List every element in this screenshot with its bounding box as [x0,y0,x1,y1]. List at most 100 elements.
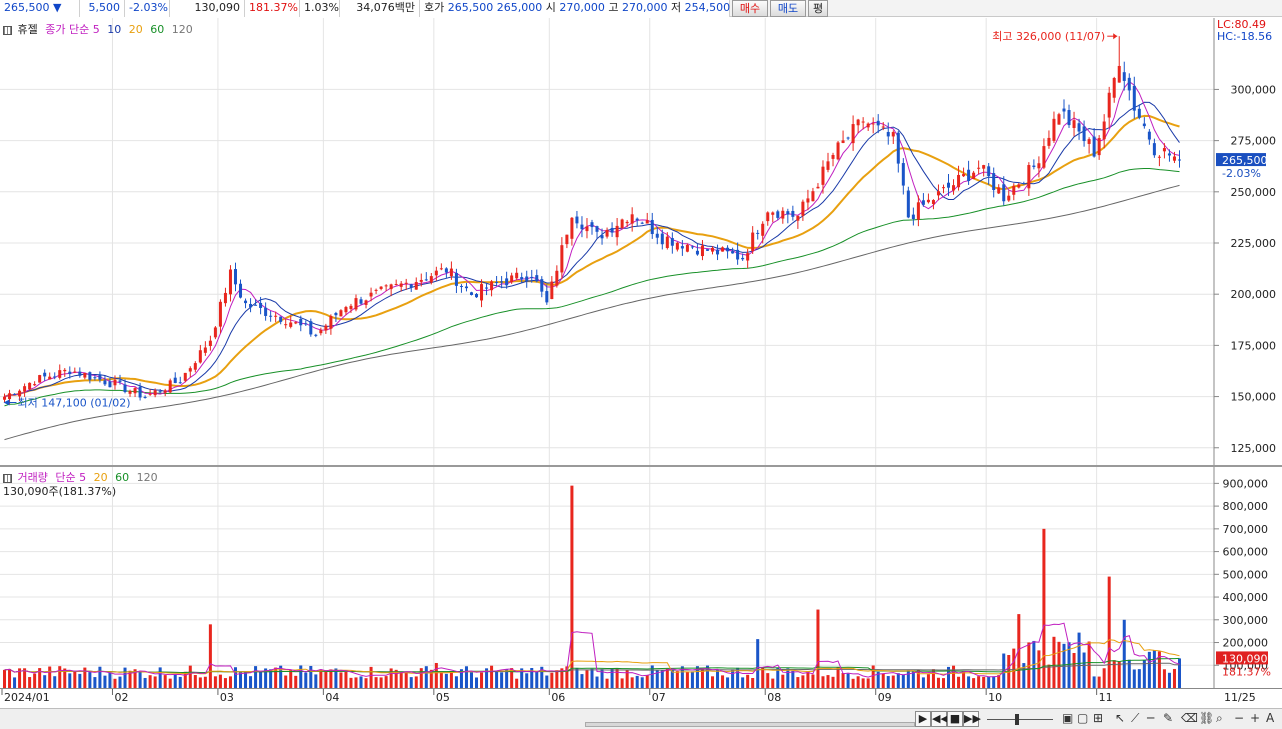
volume-bar [630,677,634,688]
candle-body [198,350,202,363]
hline-icon[interactable]: ─ [1147,711,1155,725]
volume-bar [595,676,599,688]
candle-body [987,166,991,177]
zoom-in-icon[interactable]: + [1250,711,1261,725]
menu-grid-icon[interactable] [3,473,12,483]
volume-bar [801,675,805,688]
volume-bar [63,668,67,688]
current-price-tag: 265,500 [1222,154,1268,167]
volume-bar [1012,648,1016,688]
pencil-icon[interactable]: ✎ [1163,711,1174,725]
candle-body [3,396,7,400]
candle-body [1152,143,1156,156]
volume-bar [78,673,82,688]
candle-body [464,286,468,289]
window-icon[interactable]: ▢ [1077,711,1089,725]
link-icon[interactable]: ⛓ [1199,711,1215,725]
average-button[interactable]: 평 [808,0,828,17]
candle-body [344,307,348,313]
candle-body [319,330,323,334]
layout-icon[interactable]: ▣ [1062,711,1074,725]
eraser-icon[interactable]: ⌫ [1181,711,1198,725]
play-icon[interactable]: ▶ [915,711,931,727]
volume-bar [1162,669,1166,688]
volume-bar [921,677,925,688]
scrollbar-track[interactable] [585,722,915,727]
candle-body [409,284,413,288]
volume-bar [1042,528,1046,688]
volume-bar [1127,659,1131,688]
volume-bar [444,673,448,688]
zoom-slider[interactable] [985,711,1055,727]
volume-bar [826,675,830,688]
volume-bar [660,670,664,688]
candle-body [620,219,624,229]
volume-pane[interactable]: 900,000 800,000 700,000 600,000 500,000 400,0… [0,467,1282,688]
candle-body [731,251,735,254]
volume-bar [776,667,780,688]
volume-bar [726,677,730,688]
candle-body [957,174,961,188]
candle-body [1132,85,1136,111]
volume-label: 거래량 [17,471,48,484]
volume-bar [891,675,895,688]
volume-bar [836,667,840,688]
volume-bar [585,670,589,688]
fast-forward-icon[interactable]: ▶▶ [963,711,981,727]
candle-body [615,225,619,238]
volume-bar [896,673,900,688]
vma5-line [4,622,1180,678]
rewind-icon[interactable]: ◀◀ [931,711,949,727]
volume-bar [1167,672,1171,688]
candle-body [384,285,388,287]
candle-body [359,299,363,304]
menu-grid-icon[interactable] [3,25,12,35]
candle-body [223,292,227,304]
candle-body [274,315,278,317]
volume-bar [208,624,212,688]
y-tick-label: 800,000 [1223,500,1269,513]
candle-body [193,363,197,370]
candle-body [610,227,614,233]
crosshair-icon[interactable]: ⊞ [1093,711,1104,725]
text-icon[interactable]: A [1266,711,1275,725]
stop-icon[interactable]: ■ [947,711,963,727]
volume-bar [259,670,263,688]
volume-bar [972,678,976,688]
buy-button[interactable]: 매수 [732,0,768,17]
candle-body [133,388,137,394]
volume-bar [133,669,137,688]
volume-bar [530,667,534,688]
candle-body [520,277,524,280]
volume-bar [128,670,132,688]
trendline-icon[interactable]: ⟋ [1131,711,1140,725]
sell-button[interactable]: 매도 [770,0,806,17]
cursor-icon[interactable]: ↖ [1115,711,1126,725]
volume-bar [1157,651,1161,688]
candle-body [721,247,725,252]
volume-bar [1092,676,1096,688]
zoom-out-icon[interactable]: − [1234,711,1245,725]
price-pane[interactable]: 300,000 275,000 250,000 225,000 200,000 175,0… [0,18,1282,465]
price-chart[interactable]: 300,000 275,000 250,000 225,000 200,000 175,0… [0,18,1282,465]
ma60-line [4,168,1180,407]
volume-bar [761,667,765,688]
volume-bar [615,668,619,688]
volume-bar [846,673,850,688]
volume-bar [28,677,32,688]
volume-bar [469,672,473,688]
volume-bar [314,674,318,688]
candle-body [515,272,519,279]
volume-bar [510,668,514,688]
vma5-label: 5 [79,471,87,484]
candle-body [38,375,42,383]
volume-chart[interactable]: 900,000 800,000 700,000 600,000 500,000 400,0… [0,467,1282,688]
pane-divider[interactable] [0,465,1282,467]
candle-body [716,249,720,255]
volume-bar [284,675,288,688]
candle-body [941,187,945,189]
candle-body [93,377,97,379]
candle-body [1137,108,1141,118]
stock-name: 휴젤 [17,23,38,36]
search-icon[interactable]: ⌕ [1216,711,1223,725]
